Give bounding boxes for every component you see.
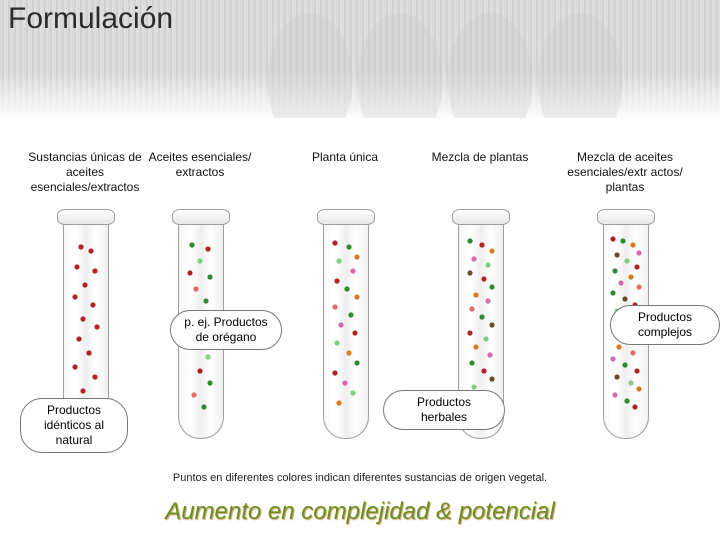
column-label-3: Mezcla de plantas <box>415 150 545 165</box>
tube-dots-2 <box>327 227 363 427</box>
tagline: Aumento en complejidad & potencial <box>0 498 720 526</box>
page-title: Formulación <box>8 2 173 36</box>
callout-bottom_left: Productos idénticos al natural <box>20 398 128 453</box>
column-label-2: Planta única <box>280 150 410 165</box>
callout-top_right: Productos complejos <box>610 305 720 345</box>
column-label-4: Mezcla de aceites esenciales/extr actos/… <box>560 150 690 195</box>
tube-dots-0 <box>67 227 103 427</box>
column-label-1: Aceites esenciales/ extractos <box>135 150 265 180</box>
column-label-0: Sustancias únicas de aceites esenciales/… <box>20 150 150 195</box>
callout-mid_left: p. ej. Productos de orégano <box>170 310 282 350</box>
callout-mid_right: Productos herbales <box>383 390 505 430</box>
test-tube-2 <box>323 215 367 445</box>
footnote: Puntos en diferentes colores indican dif… <box>0 472 720 484</box>
